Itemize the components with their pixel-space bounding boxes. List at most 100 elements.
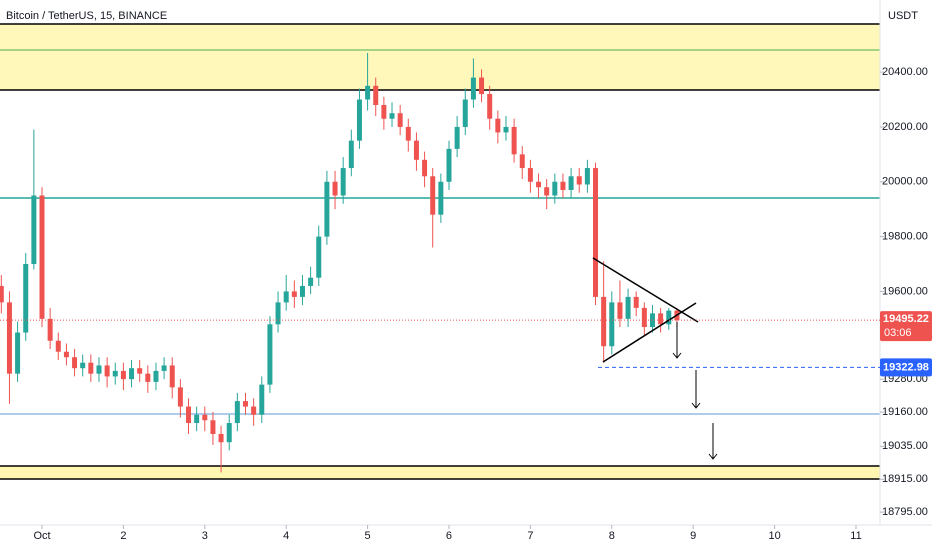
x-tick-label: Oct	[33, 530, 50, 542]
candle-body	[218, 433, 224, 443]
candle-body	[609, 302, 615, 347]
countdown-label: 03:06	[884, 327, 912, 339]
candle-body	[47, 318, 53, 341]
candle-body	[161, 365, 167, 371]
x-tick-label: 8	[609, 530, 615, 542]
arrows	[672, 322, 718, 460]
y-tick-label: 20400.00	[882, 66, 928, 78]
candle-body	[348, 140, 354, 169]
y-tick-label: 19800.00	[882, 230, 928, 242]
currency-label: USDT	[888, 10, 918, 22]
candle-body	[120, 370, 126, 380]
candle-body	[356, 99, 362, 141]
y-tick-label: 20000.00	[882, 176, 928, 188]
candle-body	[373, 85, 379, 105]
y-tick-label: 19160.00	[882, 406, 928, 418]
candle-body	[479, 77, 485, 95]
candle-body	[153, 370, 159, 382]
candle-body	[438, 181, 444, 215]
x-tick-label: 4	[283, 530, 289, 542]
candle-body	[470, 77, 476, 100]
candle-body	[104, 365, 110, 377]
candle-body	[413, 140, 419, 160]
x-tick-label: 10	[768, 530, 780, 542]
candle-body	[210, 420, 216, 434]
candle-body	[544, 187, 550, 196]
x-tick-label: 7	[527, 530, 533, 542]
candle-body	[316, 236, 322, 278]
candle-body	[308, 277, 314, 286]
candle-body	[177, 387, 183, 407]
candle-body	[593, 168, 599, 297]
y-tick-label: 19035.00	[882, 440, 928, 452]
x-tick-label: 2	[120, 530, 126, 542]
candle-body	[291, 291, 297, 297]
candle-body	[519, 154, 525, 169]
resistance-zone	[0, 24, 880, 90]
candle-body	[462, 99, 468, 127]
candle-body	[186, 406, 192, 424]
candle-body	[405, 126, 411, 141]
candle-body	[202, 414, 208, 421]
candle-body	[658, 313, 664, 325]
candle-body	[226, 423, 232, 443]
last-price-box	[880, 311, 932, 342]
candle-body	[666, 310, 672, 325]
candle-body	[625, 296, 631, 319]
candle-body	[365, 85, 371, 100]
candle-body	[23, 264, 29, 333]
candle-body	[536, 181, 542, 188]
triangle-pattern	[592, 257, 699, 363]
candle-body	[137, 368, 143, 374]
candle-body	[389, 113, 395, 119]
candle-body	[641, 307, 647, 328]
candle-body	[39, 195, 45, 319]
candle-body	[617, 302, 623, 319]
candle-body	[129, 368, 135, 380]
candle-body	[242, 401, 248, 407]
candle-body	[422, 159, 428, 177]
last-price-label: 19495.22	[883, 313, 929, 325]
candle-body	[601, 296, 607, 347]
candle-body	[381, 105, 387, 119]
candle-body	[0, 285, 4, 303]
candle-body	[454, 126, 460, 149]
y-tick-label: 19600.00	[882, 285, 928, 297]
candle-body	[397, 113, 403, 127]
candle-body	[112, 370, 118, 377]
level-price-box	[880, 358, 932, 377]
candle-body	[560, 181, 566, 190]
x-tick-label: 5	[365, 530, 371, 542]
candle-body	[259, 384, 265, 415]
candle-body	[324, 181, 330, 237]
candle-body	[6, 302, 12, 374]
candle-body	[299, 285, 305, 297]
candle-body	[63, 351, 69, 358]
candle-body	[15, 332, 21, 374]
candle-body	[503, 126, 509, 133]
candle-body	[55, 340, 61, 352]
candle-body	[527, 168, 533, 182]
candle-body	[145, 373, 151, 382]
candle-body	[584, 168, 590, 185]
candle-body	[275, 302, 281, 325]
candle-body	[552, 181, 558, 196]
candle-body	[430, 176, 436, 215]
y-tick-label: 18915.00	[882, 473, 928, 485]
x-tick-label: 11	[850, 530, 861, 542]
candle-body	[251, 406, 257, 415]
candle-body	[72, 357, 78, 369]
x-tick-label: 3	[202, 530, 208, 542]
candle-body	[633, 296, 639, 308]
x-tick-label: 9	[690, 530, 696, 542]
candle-body	[267, 324, 273, 385]
candle-body	[31, 195, 37, 265]
candle-body	[332, 181, 338, 196]
candle-body	[446, 148, 452, 182]
candle-body	[169, 365, 175, 388]
candle-body	[234, 401, 240, 424]
candle-body	[80, 362, 86, 369]
candle-body	[487, 94, 493, 119]
